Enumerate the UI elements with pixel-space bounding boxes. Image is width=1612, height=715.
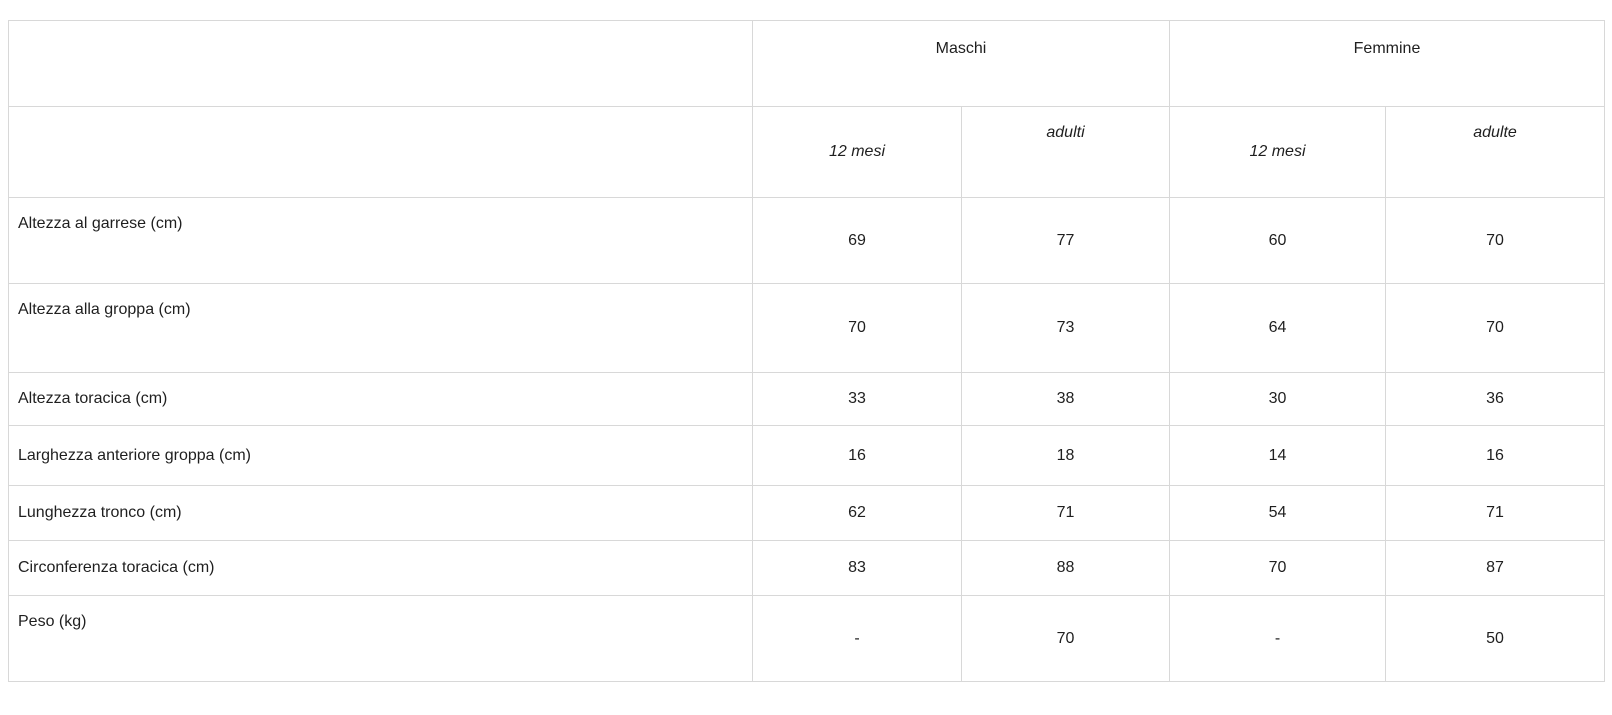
value-cell: 60: [1169, 197, 1386, 284]
value-cell: 50: [1385, 595, 1605, 682]
value-cell: 16: [1385, 425, 1605, 486]
sub-header-row: 12 mesi adulti 12 mesi adulte: [8, 106, 1605, 198]
value-cell: 73: [961, 283, 1170, 373]
row-label: Altezza al garrese (cm): [8, 197, 753, 284]
value-cell: 83: [752, 540, 962, 596]
empty-corner-cell: [8, 20, 753, 107]
value-cell: 77: [961, 197, 1170, 284]
value-cell: 70: [1169, 540, 1386, 596]
value-cell: 38: [961, 372, 1170, 426]
value-cell: 69: [752, 197, 962, 284]
table-row: Lunghezza tronco (cm) 62 71 54 71: [8, 485, 1605, 541]
value-cell: 30: [1169, 372, 1386, 426]
value-cell: 54: [1169, 485, 1386, 541]
value-cell: 18: [961, 425, 1170, 486]
group-header-row: Maschi Femmine: [8, 20, 1605, 107]
value-cell: 70: [752, 283, 962, 373]
value-cell: 71: [961, 485, 1170, 541]
value-cell: 70: [1385, 283, 1605, 373]
empty-corner-cell: [8, 106, 753, 198]
row-label: Altezza alla groppa (cm): [8, 283, 753, 373]
value-cell: 33: [752, 372, 962, 426]
table-header: Maschi Femmine 12 mesi adulti 12 mesi ad…: [8, 20, 1605, 198]
row-label: Altezza toracica (cm): [8, 372, 753, 426]
value-cell: 70: [1385, 197, 1605, 284]
value-cell: 88: [961, 540, 1170, 596]
row-label: Lunghezza tronco (cm): [8, 485, 753, 541]
table-row: Circonferenza toracica (cm) 83 88 70 87: [8, 540, 1605, 596]
table-row: Altezza toracica (cm) 33 38 30 36: [8, 372, 1605, 426]
row-label: Larghezza anteriore groppa (cm): [8, 425, 753, 486]
sub-header-femmine-adulte: adulte: [1385, 106, 1605, 198]
value-cell: 62: [752, 485, 962, 541]
table-row: Altezza alla groppa (cm) 70 73 64 70: [8, 283, 1605, 373]
sub-header-femmine-12-mesi: 12 mesi: [1169, 106, 1386, 198]
value-cell: 87: [1385, 540, 1605, 596]
row-label: Circonferenza toracica (cm): [8, 540, 753, 596]
value-cell: 70: [961, 595, 1170, 682]
measurements-table: Maschi Femmine 12 mesi adulti 12 mesi ad…: [8, 20, 1605, 682]
table-row: Larghezza anteriore groppa (cm) 16 18 14…: [8, 425, 1605, 486]
table-row: Altezza al garrese (cm) 69 77 60 70: [8, 197, 1605, 284]
value-cell: 64: [1169, 283, 1386, 373]
value-cell: -: [752, 595, 962, 682]
value-cell: -: [1169, 595, 1386, 682]
value-cell: 16: [752, 425, 962, 486]
table-body: Altezza al garrese (cm) 69 77 60 70 Alte…: [8, 197, 1605, 682]
sub-header-maschi-adulti: adulti: [961, 106, 1170, 198]
group-header-femmine: Femmine: [1169, 20, 1605, 107]
value-cell: 36: [1385, 372, 1605, 426]
value-cell: 14: [1169, 425, 1386, 486]
table-row: Peso (kg) - 70 - 50: [8, 595, 1605, 682]
sub-header-maschi-12-mesi: 12 mesi: [752, 106, 962, 198]
row-label: Peso (kg): [8, 595, 753, 682]
value-cell: 71: [1385, 485, 1605, 541]
group-header-maschi: Maschi: [752, 20, 1170, 107]
